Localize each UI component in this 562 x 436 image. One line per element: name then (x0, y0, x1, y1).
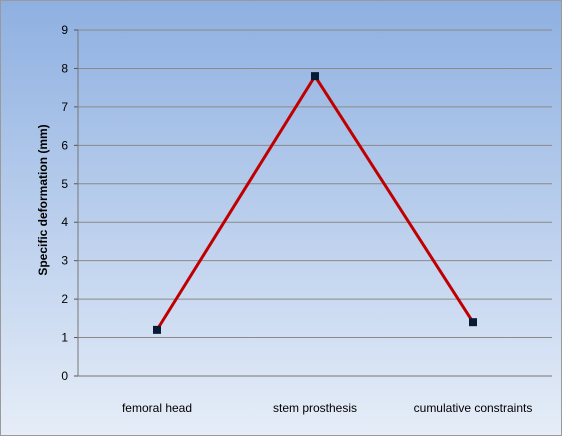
y-tick-label: 8 (61, 61, 68, 75)
x-tick-labels: femoral head stem prosthesis cumulative co… (122, 401, 532, 415)
data-point-marker (469, 318, 477, 327)
y-tick-label: 5 (61, 177, 68, 191)
x-tick-label: cumulative constraints (414, 401, 533, 415)
y-tick-label: 4 (61, 215, 68, 229)
axes (74, 29, 552, 377)
y-tick-label: 3 (61, 254, 68, 268)
data-point-marker (153, 325, 161, 334)
series-layer (153, 72, 477, 334)
y-tick-label: 2 (61, 292, 68, 306)
y-tick-labels: 0 1 2 3 4 5 6 7 8 9 (61, 23, 68, 383)
y-tick-label: 1 (61, 331, 68, 345)
y-axis-label: Specific deformation (mm) (36, 124, 50, 275)
x-tick-label: femoral head (122, 401, 192, 415)
y-tick-label: 6 (61, 138, 68, 152)
data-point-marker (311, 72, 319, 81)
x-tick-label: stem prosthesis (273, 401, 357, 415)
gridlines (78, 29, 552, 339)
y-tick-label: 7 (61, 100, 68, 114)
y-tick-label: 0 (61, 369, 68, 383)
y-tick-label: 9 (61, 23, 68, 37)
